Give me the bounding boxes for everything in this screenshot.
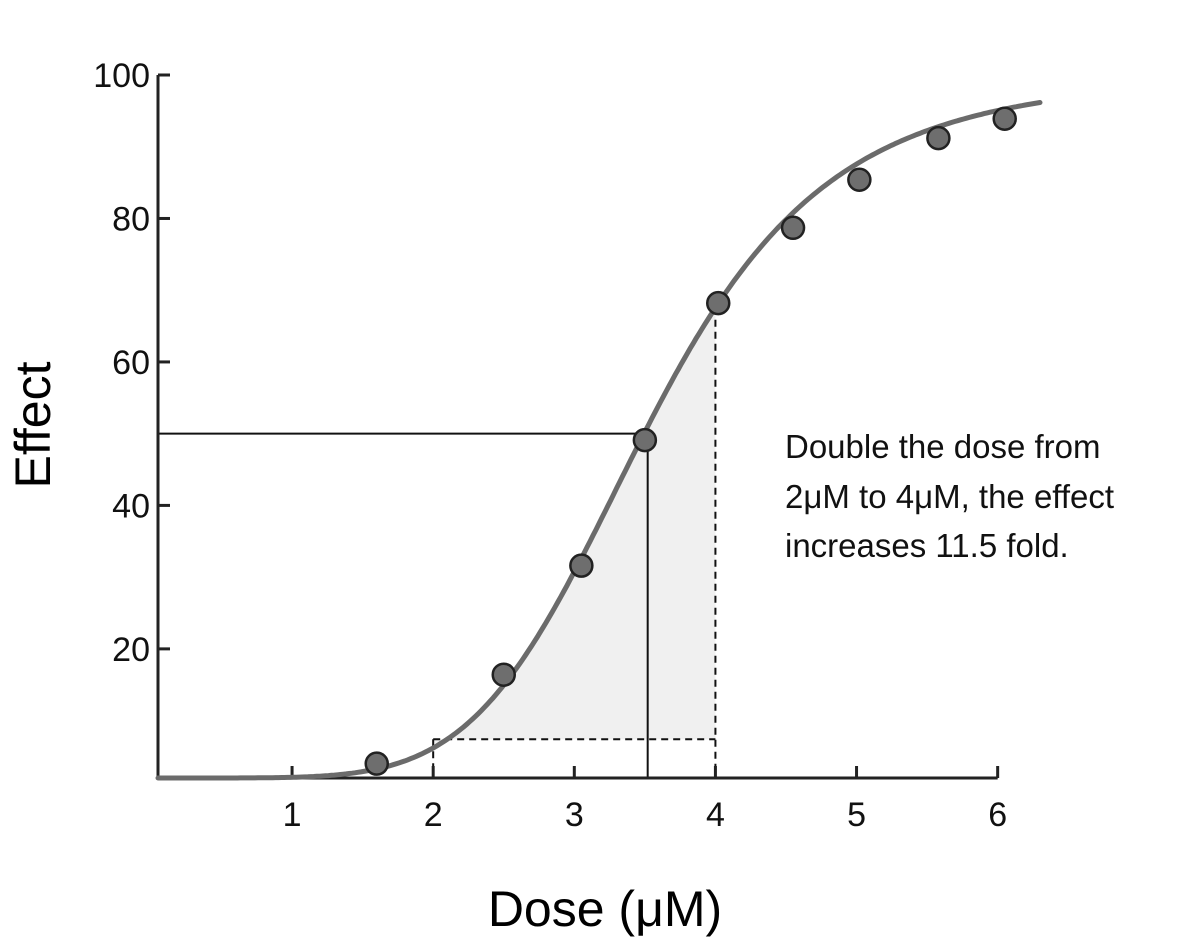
y-tick-label-100: 100 xyxy=(93,57,150,95)
shaded-area-layer xyxy=(433,307,716,748)
y-tick-label-40: 40 xyxy=(112,487,150,525)
y-tick-label-60: 60 xyxy=(112,344,150,382)
data-point-6 xyxy=(780,215,806,241)
x-tick-label-6: 6 xyxy=(988,796,1007,834)
data-point-4 xyxy=(632,427,658,453)
curve-layer xyxy=(155,100,1043,781)
x-tick-label-4: 4 xyxy=(706,796,725,834)
data-point-5 xyxy=(705,290,731,316)
data-points-layer xyxy=(364,106,1017,776)
y-axis-title: Effect xyxy=(5,361,61,488)
annotation-line-2: 2μM to 4μM, the effect xyxy=(785,478,1114,515)
x-tick-label-3: 3 xyxy=(565,796,584,834)
data-point-8 xyxy=(926,125,951,151)
x-axis-title: Dose (μM) xyxy=(488,881,722,937)
annotation-line-1: Double the dose from xyxy=(785,428,1101,465)
text-layer: Dose (μM) Effect Double the dose from 2μ… xyxy=(5,361,1114,937)
data-point-9 xyxy=(992,106,1017,132)
axes-layer: 20 40 60 80 100 1 2 3 4 5 6 xyxy=(93,57,1007,834)
y-tick-label-80: 80 xyxy=(112,200,150,238)
annotation-line-3: increases 11.5 fold. xyxy=(785,527,1069,564)
x-tick-label-5: 5 xyxy=(847,796,866,834)
fitted-curve xyxy=(155,100,1043,781)
shaded-area xyxy=(433,307,716,748)
data-point-7 xyxy=(847,167,872,192)
data-point-2 xyxy=(491,662,516,687)
data-point-3 xyxy=(569,553,594,578)
y-tick-label-20: 20 xyxy=(112,631,150,669)
x-tick-label-1: 1 xyxy=(283,796,302,834)
x-tick-label-2: 2 xyxy=(424,796,443,834)
data-point-1 xyxy=(364,751,389,776)
